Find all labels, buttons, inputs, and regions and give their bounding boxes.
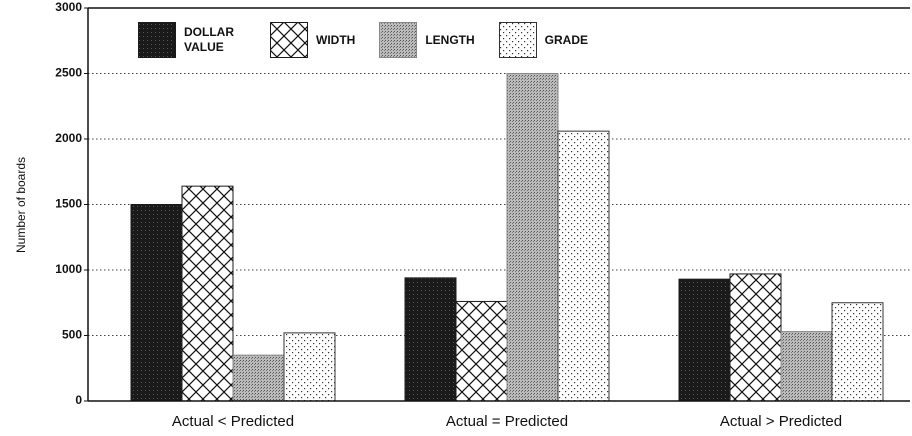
legend-swatch	[379, 22, 418, 58]
x-tick-label: Actual < Predicted	[172, 413, 294, 430]
legend-swatch	[270, 22, 308, 58]
bar	[130, 204, 183, 402]
legend-label: DOLLAR VALUE	[184, 25, 234, 54]
legend-swatch	[498, 22, 537, 58]
bar	[831, 302, 884, 402]
bar	[283, 332, 336, 402]
bar	[506, 73, 559, 402]
legend-item: LENGTH	[379, 22, 475, 58]
legend-item: DOLLAR VALUE	[138, 22, 246, 58]
legend: DOLLAR VALUE WIDTH LENGTH GRADE	[132, 16, 609, 64]
legend-swatch	[138, 22, 176, 58]
bar	[780, 331, 833, 402]
bar	[729, 273, 782, 402]
x-tick-label: Actual = Predicted	[446, 413, 568, 430]
legend-item: GRADE	[498, 22, 589, 58]
bar	[678, 278, 731, 402]
bar	[404, 277, 457, 402]
bar	[557, 130, 610, 402]
y-tick-label: 3000	[55, 0, 82, 14]
y-axis-label: Number of boards	[14, 157, 28, 253]
legend-label: LENGTH	[425, 32, 475, 47]
y-tick-label: 1500	[55, 197, 82, 211]
legend-item: WIDTH	[270, 22, 355, 58]
legend-swatch-rect	[270, 22, 308, 58]
y-tick-label: 1000	[55, 262, 82, 276]
y-tick-label: 0	[75, 393, 82, 407]
bar	[232, 354, 285, 402]
legend-swatch-rect	[379, 22, 418, 58]
bar	[455, 300, 508, 402]
legend-label: WIDTH	[316, 32, 356, 47]
y-tick-label: 500	[62, 328, 82, 342]
x-tick-label: Actual > Predicted	[720, 413, 842, 430]
y-tick-label: 2500	[55, 66, 82, 80]
legend-label: GRADE	[544, 32, 589, 47]
legend-swatch-rect	[498, 22, 537, 58]
legend-swatch-rect	[138, 22, 176, 58]
y-tick-label: 2000	[55, 131, 82, 145]
bar	[181, 185, 234, 402]
